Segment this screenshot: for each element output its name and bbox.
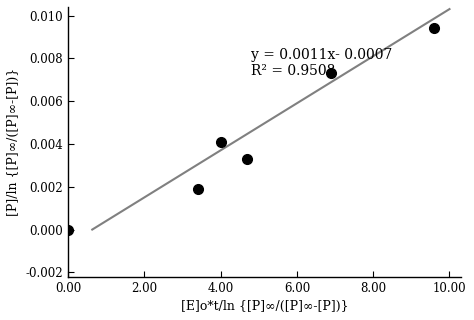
Point <box>194 186 201 191</box>
Y-axis label: [P]/ln {[P]∞/([P]∞-[P])}: [P]/ln {[P]∞/([P]∞-[P])} <box>7 68 20 216</box>
Point <box>328 71 335 76</box>
X-axis label: [E]o*t/ln {[P]∞/([P]∞-[P])}: [E]o*t/ln {[P]∞/([P]∞-[P])} <box>181 300 348 313</box>
Text: y = 0.0011x- 0.0007
R² = 0.9508: y = 0.0011x- 0.0007 R² = 0.9508 <box>251 48 392 78</box>
Point <box>64 227 72 232</box>
Point <box>244 156 251 162</box>
Point <box>217 139 224 144</box>
Point <box>430 26 438 31</box>
